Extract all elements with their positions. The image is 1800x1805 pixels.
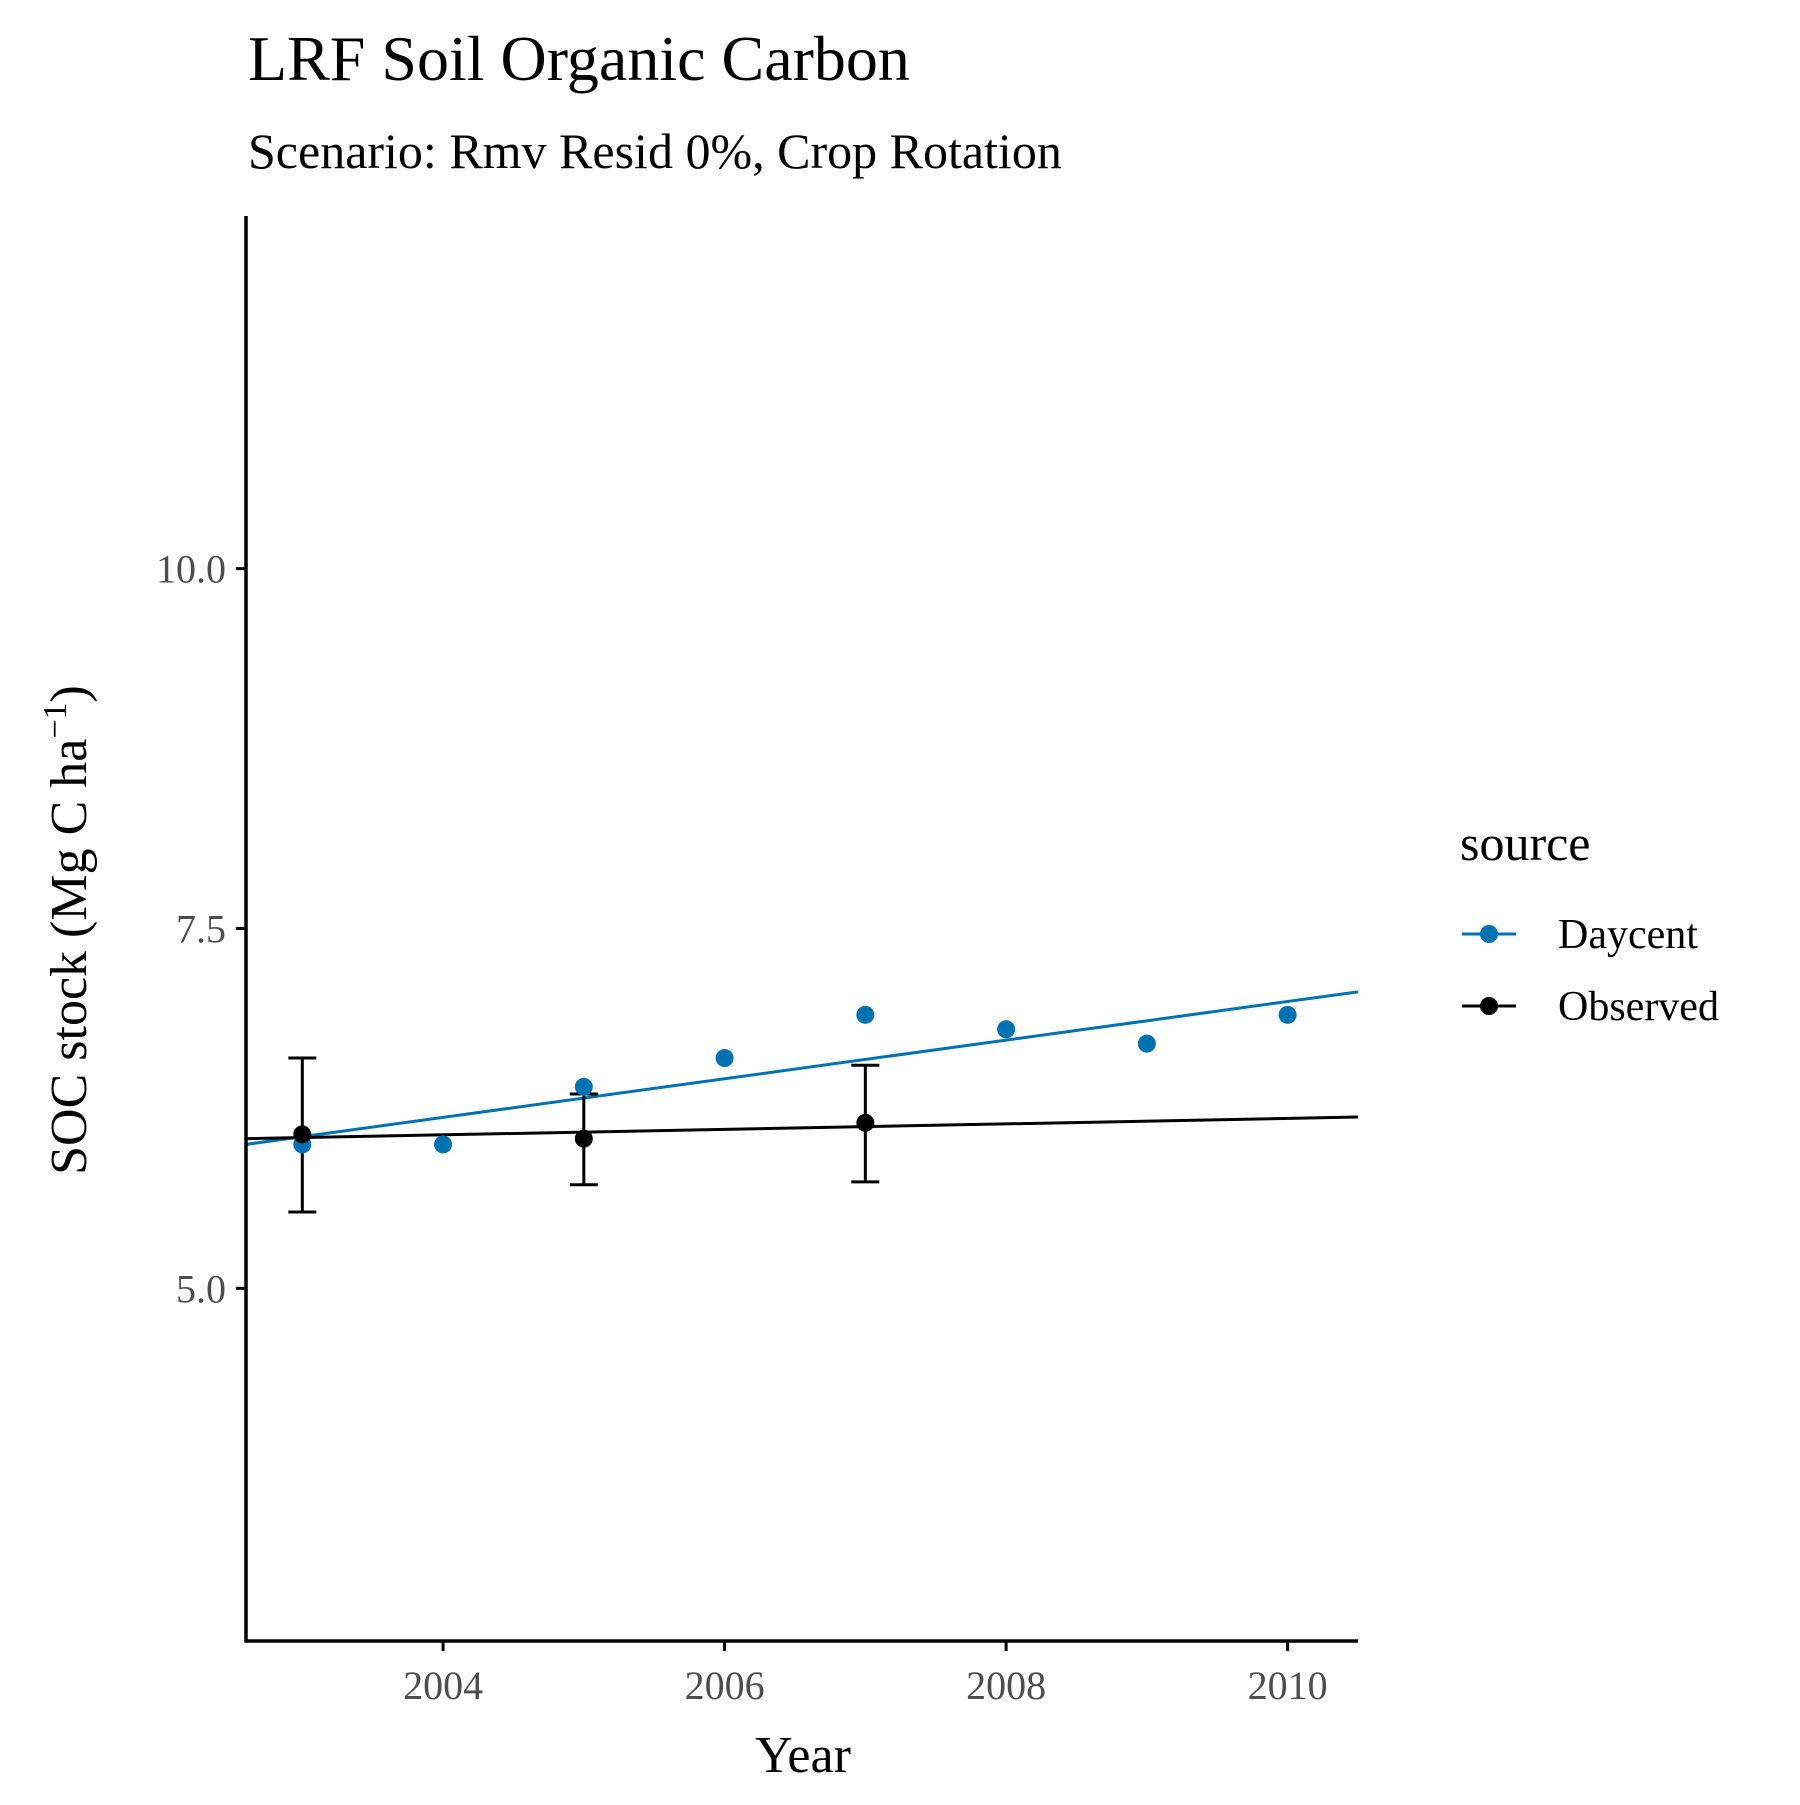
x-tick-label: 2004: [403, 1663, 483, 1708]
x-tick-label: 2010: [1248, 1663, 1328, 1708]
chart-title: LRF Soil Organic Carbon: [248, 23, 910, 94]
x-tick-label: 2008: [966, 1663, 1046, 1708]
x-axis-title: Year: [755, 1727, 851, 1784]
legend-label: Daycent: [1558, 912, 1698, 958]
trendline-observed: [245, 1115, 1359, 1141]
legend: source Daycent Observed: [1460, 815, 1719, 1030]
legend-item-observed: Observed: [1462, 984, 1719, 1030]
x-tick-label: 2006: [685, 1663, 765, 1708]
data-point-daycent: [434, 1135, 453, 1154]
data-point-daycent: [1137, 1034, 1156, 1053]
y-tick-label: 10.0: [156, 547, 226, 592]
data-point-observed: [856, 1113, 875, 1132]
y-axis-title-superscript: −1: [37, 702, 74, 738]
chart-subtitle: Scenario: Rmv Resid 0%, Crop Rotation: [248, 123, 1062, 179]
plot-area: [245, 990, 1359, 1214]
axes: 5.0 7.5 10.0 2004 2006 2008 2010: [156, 216, 1358, 1708]
data-point-observed: [574, 1129, 593, 1148]
data-point-daycent: [715, 1049, 734, 1068]
data-point-observed: [293, 1125, 312, 1144]
y-axis-title: SOC stock (Mg C ha−1): [37, 685, 98, 1175]
data-point-daycent: [997, 1020, 1016, 1039]
legend-key-point: [1480, 925, 1498, 943]
data-point-daycent: [856, 1005, 875, 1024]
data-point-daycent: [1278, 1005, 1297, 1024]
y-tick-label: 7.5: [176, 907, 226, 952]
legend-title: source: [1460, 815, 1591, 871]
y-axis-title-close: ): [41, 685, 98, 702]
trendline-daycent: [245, 990, 1359, 1146]
y-tick-label: 5.0: [176, 1266, 226, 1311]
legend-label: Observed: [1558, 984, 1719, 1030]
y-axis-title-main: SOC stock (Mg C ha: [41, 739, 98, 1175]
legend-key-point: [1480, 997, 1498, 1015]
data-point-daycent: [574, 1077, 593, 1096]
legend-item-daycent: Daycent: [1462, 912, 1698, 958]
